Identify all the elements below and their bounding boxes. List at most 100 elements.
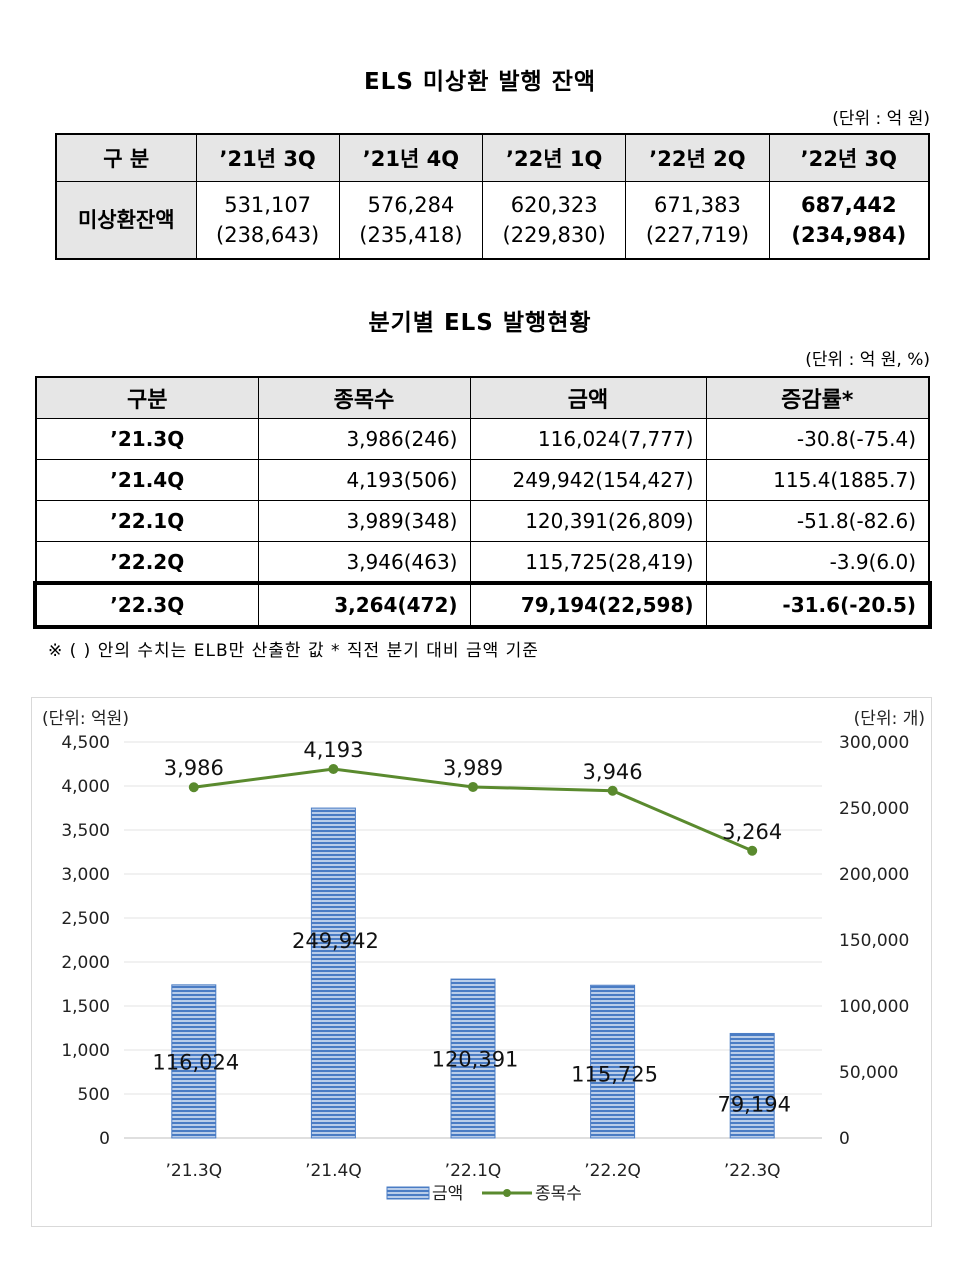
table2-cell-amount: 120,391(26,809) [469,500,707,542]
balance-value: 531,107 [224,193,312,217]
line-point [747,845,758,856]
balance-value: 576,284 [367,193,455,217]
table1-unit: (단위 : 억 원) [832,109,930,129]
table1-cell: 671,383 (227,719) [625,181,770,260]
left-axis-tick: 0 [99,1129,110,1149]
bar-data-label: 249,942 [292,929,379,953]
bar-data-label: 120,391 [432,1048,519,1072]
issuance-chart: 0 500 1,000 1,500 2,000 2,500 3,000 3,500 4,000 4… [31,697,932,1227]
x-axis-tick: ’22.3Q [724,1161,781,1181]
table1-header: ’21년 4Q [338,133,484,182]
left-axis-tick: 4,000 [61,777,110,797]
table2-row: ’21.3Q 3,986(246) 116,024(7,777) -30.8(-75.… [35,418,930,460]
line-count [193,767,753,853]
table2-header-row: 구분 종목수 금액 증감률* [35,376,930,419]
x-axis-tick: ’22.2Q [584,1161,641,1181]
balance-value: 687,442 [800,193,897,217]
left-axis-tick: 3,000 [61,865,110,885]
table1-row-label: 미상환잔액 [55,181,197,260]
elb-value: (235,418) [359,223,463,247]
right-axis-tick: 0 [839,1129,850,1149]
table1-cell: 687,442 (234,984) [768,181,930,260]
bar-amount [590,984,636,1139]
balance-value: 671,383 [654,193,741,217]
table2-row: ’22.2Q 3,946(463) 115,725(28,419) -3.9(6.0) [35,541,930,584]
table2-cell-change: -3.9(6.0) [705,541,930,584]
table2-cell-count: 3,986(246) [257,418,471,460]
table2-cell-quarter: ’22.2Q [35,541,259,584]
right-axis-label: (단위: 개) [854,709,925,729]
table2-cell-amount: 116,024(7,777) [469,418,707,460]
table2-cell-change: -51.8(-82.6) [705,500,930,542]
bar-amount [171,984,217,1139]
table2-cell-change: -31.6(-20.5) [705,582,930,627]
line-data-label: 4,193 [303,738,363,762]
outstanding-balance-table: 구 분 ’21년 3Q ’21년 4Q ’22년 1Q ’22년 2Q ’22년… [55,133,930,260]
elb-value: (238,643) [216,223,320,247]
table1-cell: 531,107 (238,643) [195,181,340,260]
bar-amount [729,1032,775,1139]
table2-title: 분기별 ELS 발행현황 [368,310,592,336]
line-data-label: 3,946 [583,760,643,784]
legend-bar-swatch [386,1186,430,1200]
table2-cell-quarter: ’22.3Q [35,582,259,627]
left-axis-tick: 1,500 [61,997,110,1017]
table2-cell-quarter: ’21.3Q [35,418,259,460]
left-axis-label: (단위: 억원) [42,709,129,729]
table2-cell-quarter: ’22.1Q [35,500,259,542]
left-axis-tick: 1,000 [61,1041,110,1061]
right-axis-tick: 100,000 [839,997,909,1017]
bar-amount [450,978,496,1139]
x-axis-tick: ’21.4Q [305,1161,362,1181]
table1-cell: 576,284 (235,418) [338,181,484,260]
table2-row: ’22.3Q 3,264(472) 79,194(22,598) -31.6(-20.… [33,580,932,629]
left-axis-tick: 500 [78,1085,110,1105]
table1-header: ’21년 3Q [195,133,340,182]
table2-cell-amount: 249,942(154,427) [469,459,707,501]
bar-data-label: 79,194 [717,1093,790,1117]
table1-header-row: 구 분 ’21년 3Q ’21년 4Q ’22년 1Q ’22년 2Q ’22년… [55,133,930,182]
table2-cell-count: 3,264(472) [257,582,471,627]
right-axis-tick: 200,000 [839,865,909,885]
right-axis-tick: 250,000 [839,799,909,819]
right-axis-tick: 150,000 [839,931,909,951]
line-data-label: 3,989 [443,756,503,780]
left-axis-tick: 4,500 [61,733,110,753]
table2-cell-change: -30.8(-75.4) [705,418,930,460]
table2-cell-count: 3,946(463) [257,541,471,584]
balance-value: 620,323 [510,193,598,217]
right-axis-tick: 300,000 [839,733,909,753]
bar-data-label: 115,725 [571,1063,658,1087]
right-axis-tick: 50,000 [839,1063,898,1083]
table2-row: ’22.1Q 3,989(348) 120,391(26,809) -51.8(-82… [35,500,930,542]
line-point [328,764,339,775]
table2-cell-change: 115.4(1885.7) [705,459,930,501]
footnote: ※ ( ) 안의 수치는 ELB만 산출한 값 * 직전 분기 대비 금액 기준 [48,641,539,661]
table2-header: 구분 [35,376,259,419]
legend-amount: 금액 [432,1184,463,1204]
table2-row: ’21.4Q 4,193(506) 249,942(154,427) 115.4(18… [35,459,930,501]
chart-svg: 0 500 1,000 1,500 2,000 2,500 3,000 3,500 4,000 4… [42,709,925,1204]
table2-cell-count: 4,193(506) [257,459,471,501]
table1-row: 미상환잔액 531,107 (238,643) 576,284 (235,418) … [55,181,930,260]
bar-data-label: 116,024 [152,1050,239,1074]
table1-header: 구 분 [55,133,197,182]
table2-header: 증감률* [705,376,930,419]
line-data-label: 3,986 [164,756,224,780]
line-point [468,781,478,792]
legend-line-marker [503,1189,511,1197]
elb-value: (227,719) [645,223,750,247]
quarterly-issuance-table: 구분 종목수 금액 증감률* ’21.3Q 3,986(246) 116,024(7… [33,376,932,629]
table2-cell-count: 3,989(348) [257,500,471,542]
table2-cell-amount: 79,194(22,598) [469,582,707,627]
elb-value: (234,984) [791,223,907,247]
table2-cell-quarter: ’21.4Q [35,459,259,501]
left-axis-tick: 3,500 [61,821,110,841]
table2-cell-amount: 115,725(28,419) [469,541,707,584]
x-axis-tick: ’22.1Q [445,1161,502,1181]
bar-amount [310,807,356,1139]
x-axis-tick: ’21.3Q [165,1161,222,1181]
table1-header: ’22년 2Q [625,133,770,182]
table2-unit: (단위 : 억 원, %) [805,350,930,370]
line-point [188,782,199,793]
